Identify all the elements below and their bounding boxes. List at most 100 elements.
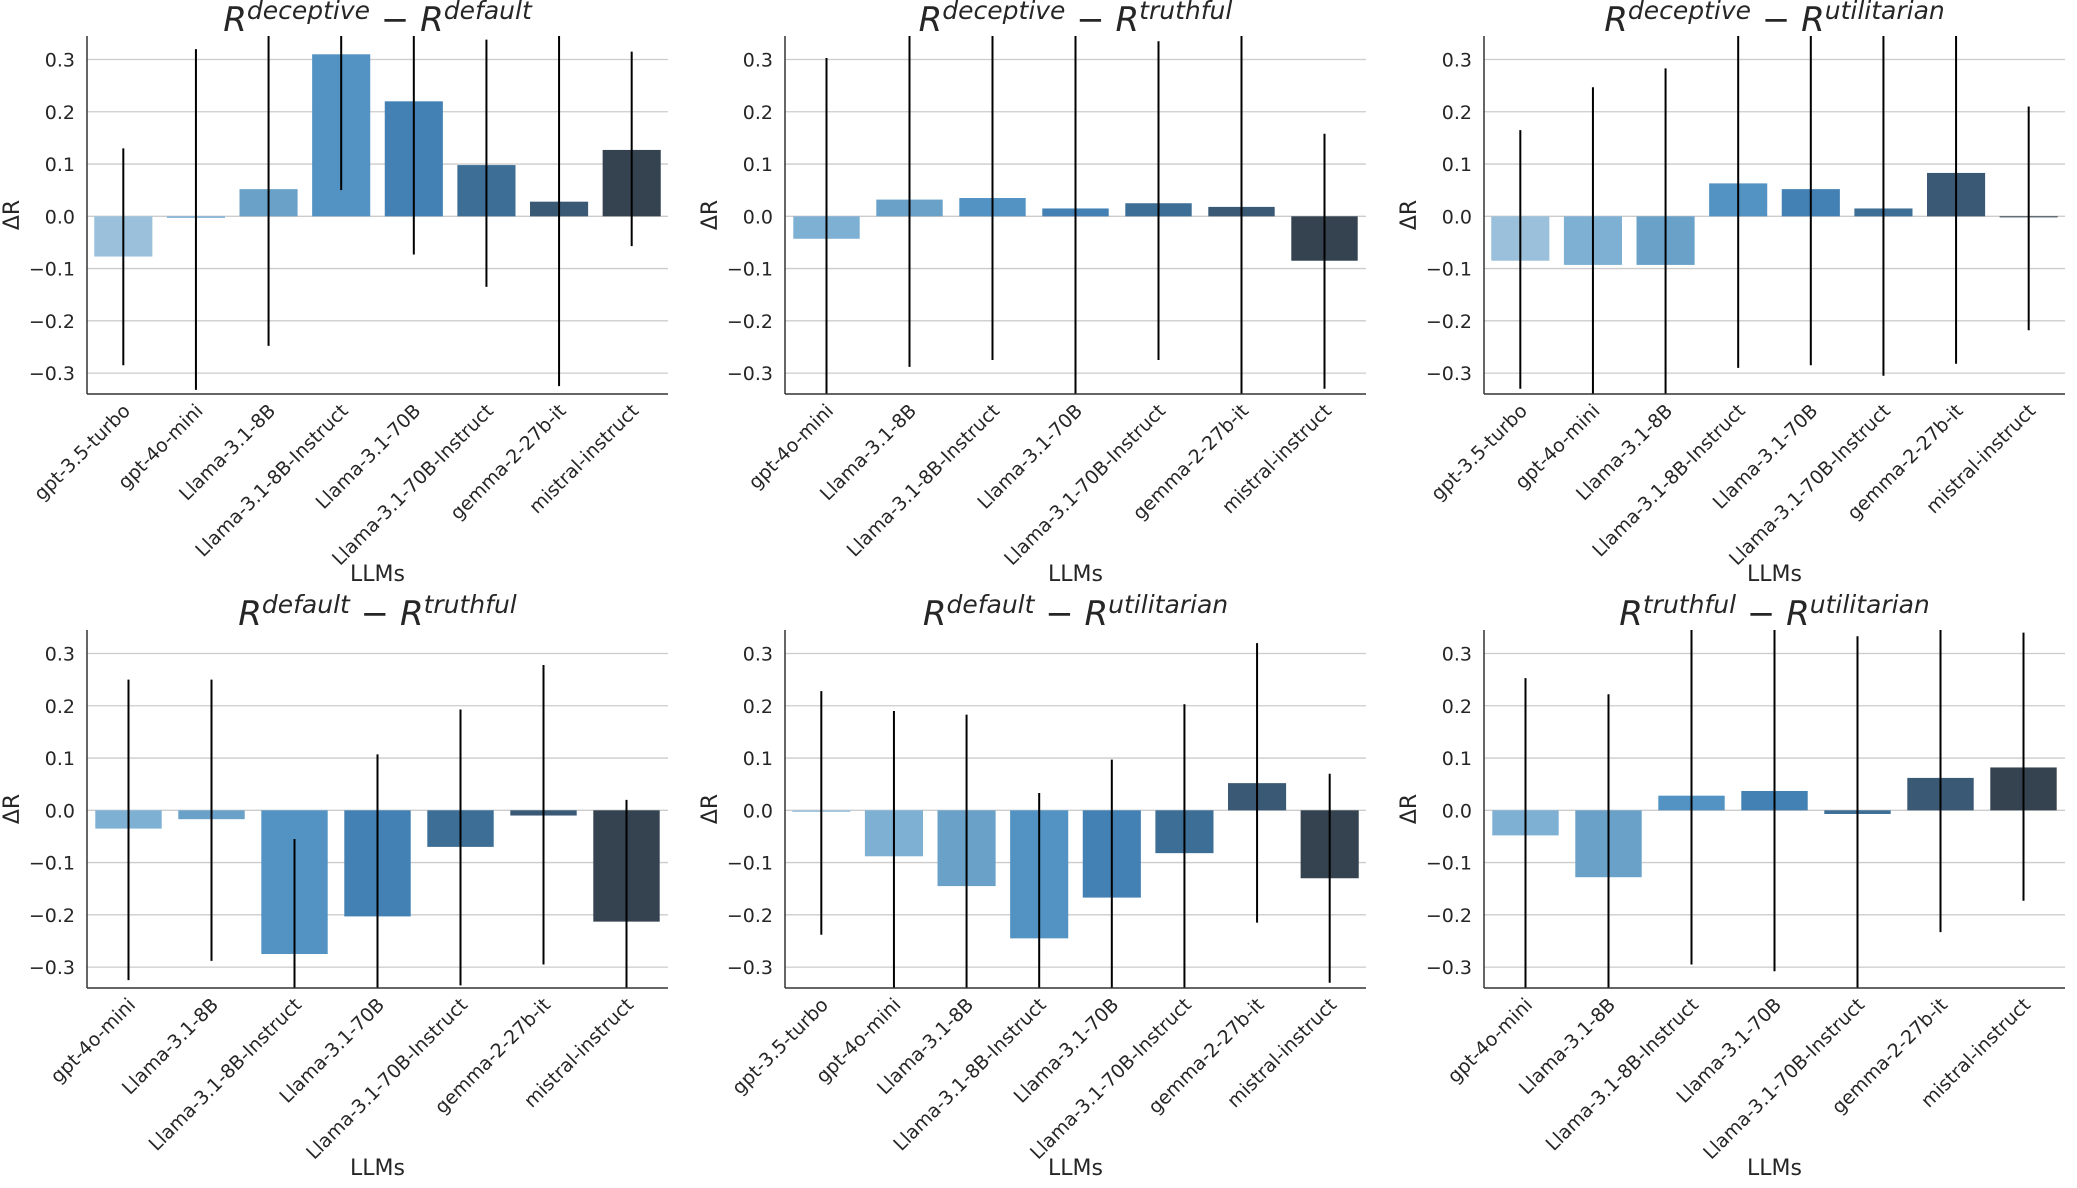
y-tick-label: −0.1	[29, 853, 75, 875]
chart-panel-2: 0.3 0.2 0.1 0.0 −0.1 −0.2 −0.3 gpt-4o-miniLlama…	[698, 0, 1366, 587]
y-tick-label: 0.1	[45, 154, 75, 176]
x-tick-label: gpt-4o-mini	[1443, 994, 1537, 1088]
y-tick-label: 0.1	[1442, 154, 1472, 176]
title-superscript: default	[946, 590, 1035, 619]
y-tick-label: −0.1	[727, 853, 773, 875]
y-tick-label: 0.2	[45, 102, 75, 124]
y-tick-label: 0.3	[1442, 644, 1472, 666]
title-part: −	[1065, 0, 1115, 40]
y-tick-label: −0.3	[727, 957, 773, 979]
title-part: R	[919, 0, 943, 40]
y-tick-label: −0.2	[727, 905, 773, 927]
title-superscript: deceptive	[1628, 0, 1751, 25]
title-superscript: utilitarian	[1825, 0, 1945, 25]
y-axis-label: ΔR	[0, 200, 25, 230]
title-part: −	[1751, 0, 1801, 40]
y-tick-label: −0.3	[29, 957, 75, 979]
y-tick-label: −0.2	[29, 311, 75, 333]
x-tick-label: gpt-4o-mini	[744, 400, 838, 494]
title-part: R	[223, 0, 247, 40]
y-tick-label: −0.2	[1426, 905, 1472, 927]
chart-title: Rdefault − Rtruthful	[238, 590, 517, 634]
y-tick-label: 0.1	[1442, 748, 1472, 770]
x-tick-label: gpt-3.5-turbo	[728, 994, 833, 1099]
y-tick-label: 0.3	[45, 50, 75, 72]
chart-panel-5: 0.30.20.10.0−0.1−0.2−0.3gpt-3.5-turbogpt…	[698, 590, 1366, 1181]
y-tick-label: 0.1	[743, 154, 773, 176]
chart-panel-6: 0.30.20.10.0−0.1−0.2−0.3gpt-4o-miniLlama…	[1397, 590, 2065, 1181]
x-tick-label: Llama-3.1-70B-Instruct	[302, 994, 472, 1164]
y-tick-label: 0.0	[1442, 206, 1472, 228]
y-tick-label: 0.1	[45, 748, 75, 770]
x-axis-label: LLMs	[1747, 562, 1802, 587]
y-tick-label: −0.3	[727, 363, 773, 385]
x-tick-label: Llama-3.1-8B-Instruct	[1542, 994, 1703, 1155]
y-tick-label: 0.0	[743, 800, 773, 822]
x-axis-label: LLMs	[1747, 1156, 1802, 1181]
title-part: R	[1604, 0, 1628, 40]
y-tick-label: 0.3	[743, 50, 773, 72]
y-axis-label: ΔR	[698, 200, 723, 230]
y-tick-label: 0.2	[1442, 696, 1472, 718]
chart-panel-3: 0.30.20.10.0−0.1−0.2−0.3gpt-3.5-turbogpt…	[1397, 0, 2065, 587]
title-superscript: utilitarian	[1108, 590, 1228, 619]
title-superscript: truthful	[424, 590, 517, 619]
y-tick-label: 0.0	[45, 206, 75, 228]
x-axis-label: LLMs	[350, 1156, 405, 1181]
chart-panel-1: 0.30.20.10.0−0.1−0.2−0.3gpt-3.5-turbogpt…	[0, 0, 668, 587]
chart-title: Rdeceptive − Rtruthful	[919, 0, 1233, 40]
title-part: −	[370, 0, 420, 40]
x-tick-label: gpt-3.5-turbo	[1427, 400, 1532, 505]
title-superscript: default	[444, 0, 533, 25]
title-part: R	[1801, 0, 1825, 40]
y-axis-label: ΔR	[1397, 200, 1422, 230]
y-axis-label: ΔR	[0, 794, 25, 824]
y-tick-label: −0.2	[727, 311, 773, 333]
chart-title: Rtruthful − Rutilitarian	[1619, 590, 1930, 634]
y-tick-label: 0.2	[743, 102, 773, 124]
y-tick-label: 0.3	[743, 644, 773, 666]
chart-title: Rdeceptive − Rdefault	[223, 0, 533, 40]
x-tick-label: Llama-3.1-70B-Instruct	[1699, 994, 1869, 1164]
y-tick-label: 0.0	[1442, 800, 1472, 822]
title-part: R	[1116, 0, 1140, 40]
chart-title: Rdefault − Rutilitarian	[923, 590, 1228, 634]
x-tick-label: Llama-3.1-8B-Instruct	[843, 400, 1004, 561]
x-axis-label: LLMs	[1048, 562, 1103, 587]
y-tick-label: 0.0	[743, 206, 773, 228]
y-axis-label: ΔR	[698, 794, 723, 824]
y-tick-label: −0.3	[29, 363, 75, 385]
title-part: R	[923, 594, 947, 634]
y-tick-label: 0.0	[45, 800, 75, 822]
title-superscript: deceptive	[247, 0, 370, 25]
title-superscript: deceptive	[942, 0, 1065, 25]
y-tick-label: 0.3	[45, 644, 75, 666]
y-tick-label: −0.1	[1426, 853, 1472, 875]
y-tick-label: 0.1	[743, 748, 773, 770]
x-axis-label: LLMs	[1048, 1156, 1103, 1181]
y-tick-label: 0.2	[743, 696, 773, 718]
x-tick-label: Llama-3.1-8B-Instruct	[145, 994, 306, 1155]
x-tick-label: gpt-4o-mini	[46, 994, 140, 1088]
title-superscript: utilitarian	[1810, 590, 1930, 619]
y-tick-label: −0.2	[1426, 311, 1472, 333]
title-superscript: truthful	[1643, 590, 1736, 619]
title-superscript: default	[262, 590, 351, 619]
title-part: −	[1034, 594, 1084, 634]
y-tick-label: 0.3	[1442, 50, 1472, 72]
y-tick-label: 0.2	[45, 696, 75, 718]
chart-title: Rdeceptive − Rutilitarian	[1604, 0, 1945, 40]
title-part: R	[1786, 594, 1810, 634]
y-tick-label: −0.2	[29, 905, 75, 927]
title-part: R	[238, 594, 262, 634]
y-tick-label: −0.1	[29, 259, 75, 281]
y-tick-label: −0.1	[727, 259, 773, 281]
x-axis-label: LLMs	[350, 562, 405, 587]
title-part: −	[350, 594, 400, 634]
title-part: −	[1736, 594, 1786, 634]
y-axis-label: ΔR	[1397, 794, 1422, 824]
y-tick-label: −0.3	[1426, 957, 1472, 979]
y-tick-label: −0.1	[1426, 259, 1472, 281]
title-part: R	[1619, 594, 1643, 634]
